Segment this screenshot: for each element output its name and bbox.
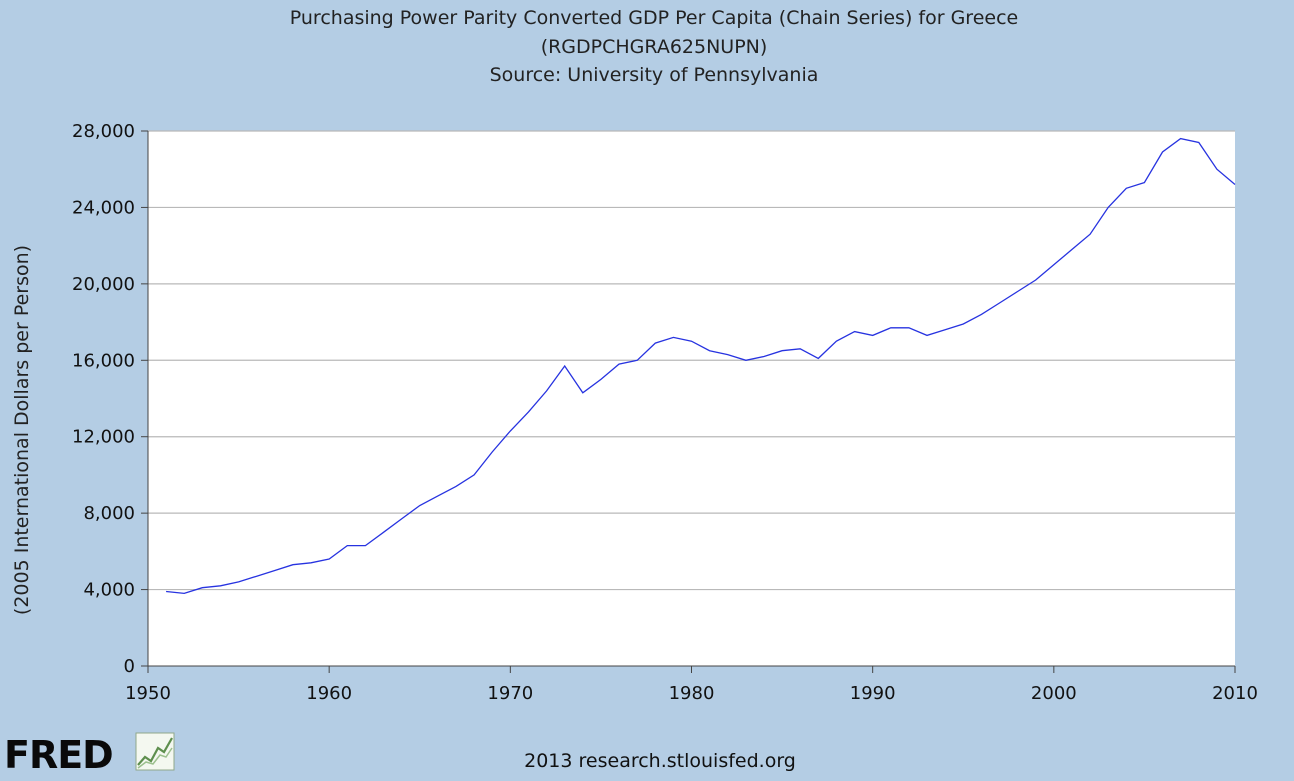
data-point-1971 (527, 410, 530, 413)
data-point-1966 (436, 495, 439, 498)
data-point-1962 (364, 544, 367, 547)
data-point-2004 (1125, 187, 1128, 190)
data-point-1967 (455, 485, 458, 488)
y-tick-label-12000: 12,000 (72, 427, 135, 448)
data-point-1988 (835, 340, 838, 343)
y-tick-labels: 0 4,000 8,000 12,000 16,000 20,000 24,000 28,00… (72, 121, 135, 677)
data-point-1994 (944, 328, 947, 331)
data-point-1995 (962, 323, 965, 326)
data-point-1955 (237, 581, 240, 584)
data-point-1963 (382, 531, 385, 534)
data-point-1978 (654, 342, 657, 345)
y-tick-label-8000: 8,000 (83, 503, 135, 524)
data-point-1970 (509, 430, 512, 433)
y-tick-label-0: 0 (124, 656, 135, 677)
data-point-2001 (1071, 248, 1074, 251)
x-tick-label-1980: 1980 (669, 683, 715, 704)
data-point-2006 (1161, 151, 1164, 154)
y-tick-label-28000: 28,000 (72, 121, 135, 142)
data-point-1984 (763, 355, 766, 358)
data-point-2005 (1143, 181, 1146, 184)
x-tick-label-1970: 1970 (487, 683, 533, 704)
chart-title-line-1: Purchasing Power Parity Converted GDP Pe… (290, 7, 1018, 29)
axes (141, 130, 1236, 673)
data-point-1981 (708, 349, 711, 352)
data-point-1993 (926, 334, 929, 337)
y-tick-label-4000: 4,000 (83, 580, 135, 601)
data-point-1968 (473, 474, 476, 477)
data-point-1987 (817, 357, 820, 360)
data-point-2002 (1089, 233, 1092, 236)
data-point-1974 (581, 391, 584, 394)
data-point-1953 (201, 586, 204, 589)
data-point-1952 (183, 592, 186, 595)
data-point-1954 (219, 584, 222, 587)
data-point-2000 (1052, 263, 1055, 266)
data-point-2007 (1179, 137, 1182, 140)
footer-source-text: 2013 research.stlouisfed.org (524, 750, 796, 772)
data-point-1992 (908, 326, 911, 329)
data-point-1969 (491, 451, 494, 454)
data-point-1972 (545, 389, 548, 392)
y-axis-label: (2005 International Dollars per Person) (11, 245, 33, 615)
data-point-1951 (165, 590, 168, 593)
data-point-1999 (1034, 279, 1037, 282)
data-point-2010 (1234, 183, 1237, 186)
data-point-1957 (273, 569, 276, 572)
data-point-2003 (1107, 206, 1110, 209)
y-tick-label-20000: 20,000 (72, 274, 135, 295)
data-point-2009 (1215, 168, 1218, 171)
data-point-1990 (871, 334, 874, 337)
data-point-1958 (292, 563, 295, 566)
data-point-1982 (726, 353, 729, 356)
y-tick-label-16000: 16,000 (72, 350, 135, 371)
x-tick-label-2010: 2010 (1212, 683, 1258, 704)
chart-title-line-3: Source: University of Pennsylvania (490, 64, 819, 86)
data-point-1991 (889, 326, 892, 329)
data-point-1996 (980, 313, 983, 316)
y-tick-label-24000: 24,000 (72, 197, 135, 218)
x-tick-label-1950: 1950 (125, 683, 171, 704)
series-line-greece-gdp (166, 137, 1236, 595)
plot-area (148, 131, 1235, 666)
data-point-1989 (853, 330, 856, 333)
data-point-1956 (255, 575, 258, 578)
data-point-1976 (618, 363, 621, 366)
data-point-1998 (1016, 290, 1019, 293)
x-tick-label-1960: 1960 (306, 683, 352, 704)
data-point-1985 (781, 349, 784, 352)
fred-logo-text: FRED (4, 733, 113, 777)
x-tick-label-2000: 2000 (1031, 683, 1077, 704)
data-point-1997 (998, 302, 1001, 305)
chart-thumbnail-icon (135, 732, 175, 771)
data-point-1961 (346, 544, 349, 547)
data-point-1960 (328, 558, 331, 561)
chart-title-line-2: (RGDPCHGRA625NUPN) (541, 36, 768, 58)
data-point-1959 (310, 561, 313, 564)
grid-lines (148, 130, 1235, 591)
data-point-1975 (600, 378, 603, 381)
data-point-1964 (400, 517, 403, 520)
data-point-1986 (799, 347, 802, 350)
fred-logo[interactable]: FRED (4, 732, 175, 777)
data-point-1979 (672, 336, 675, 339)
data-point-1973 (563, 365, 566, 368)
data-point-1965 (418, 504, 421, 507)
data-point-2008 (1197, 141, 1200, 144)
x-tick-label-1990: 1990 (850, 683, 896, 704)
x-tick-labels: 1950 1960 1970 1980 1990 2000 2010 (125, 683, 1258, 704)
data-point-1980 (690, 340, 693, 343)
data-point-1977 (636, 359, 639, 362)
data-point-1983 (744, 359, 747, 362)
